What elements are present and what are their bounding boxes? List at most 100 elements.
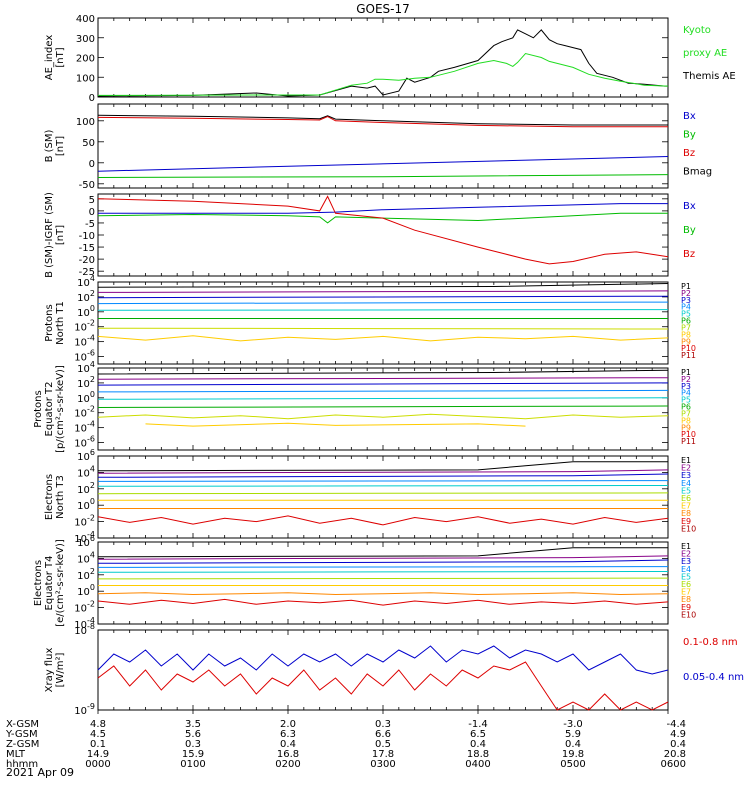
series-line-4 <box>97 116 668 128</box>
series-line-3 <box>97 473 669 478</box>
y-tick-label: 10-2 <box>74 405 95 420</box>
y-axis-label: [nT] <box>55 225 66 245</box>
series-line-5 <box>97 485 669 487</box>
y-axis-label: Electrons <box>33 560 44 606</box>
legend-entry: P4 <box>681 389 691 398</box>
y-tick-label: 102 <box>77 375 95 390</box>
legend-entry: E2 <box>681 550 691 559</box>
legend-entry: proxy AE <box>683 48 727 59</box>
ephemeris-value: 0.4 <box>280 739 296 750</box>
y-axis-label: Xray flux <box>44 648 55 693</box>
panel-frame <box>97 541 669 625</box>
series-line-2 <box>97 212 668 224</box>
ephemeris-row-label: X-GSM <box>6 719 39 730</box>
legend-entry: Bmag <box>683 167 712 178</box>
legend-entry: E1 <box>681 456 691 465</box>
y-tick-label: 10-2 <box>74 319 95 334</box>
series-line-1 <box>97 461 668 472</box>
legend-entry: P5 <box>681 396 691 405</box>
y-tick-label: -10 <box>79 231 95 242</box>
ephemeris-value: 0.3 <box>185 739 201 750</box>
y-tick-label: 100 <box>76 73 95 84</box>
series-line-4 <box>97 480 669 482</box>
legend-entry: 0.05-0.4 nm <box>683 672 744 683</box>
series-line-5 <box>97 571 669 573</box>
ephemeris-value: 0000 <box>85 759 110 770</box>
y-tick-label: 10-4 <box>74 420 95 435</box>
y-tick-label: -5 <box>85 219 95 230</box>
series-line-8 <box>145 422 526 427</box>
y-tick-label: 104 <box>77 550 95 565</box>
legend-entry: P3 <box>681 382 691 391</box>
y-tick-label: 0 <box>89 93 95 104</box>
ephemeris-value: 20.8 <box>664 749 686 760</box>
ephemeris-value: 16.8 <box>277 749 299 760</box>
series-line-1 <box>97 29 668 97</box>
y-tick-label: 100 <box>77 390 95 405</box>
ephemeris-value: 15.9 <box>182 749 204 760</box>
ephemeris-value: 5.6 <box>185 729 201 740</box>
ephemeris-value: 0100 <box>180 759 205 770</box>
series-line-3 <box>97 195 669 265</box>
series-line-6 <box>97 492 669 495</box>
y-tick-label: -15 <box>79 243 95 254</box>
series-line-4 <box>97 566 669 568</box>
legend-entry: 0.1-0.8 nm <box>683 637 738 648</box>
ephemeris-value: 0500 <box>560 759 585 770</box>
legend-entry: P5 <box>681 310 691 319</box>
series-line-2 <box>97 52 669 96</box>
ephemeris-value: 14.9 <box>87 749 109 760</box>
y-axis-label: North T1 <box>55 301 66 345</box>
legend-entry: E6 <box>681 580 691 589</box>
legend-entry: E8 <box>681 509 691 518</box>
y-tick-label: 106 <box>77 448 95 463</box>
legend-entry: P2 <box>681 375 691 384</box>
legend-entry: P3 <box>681 296 691 305</box>
y-tick-label: 102 <box>77 289 95 304</box>
series-line-2 <box>97 174 669 178</box>
y-axis-label: Protons <box>33 390 44 427</box>
series-line-1 <box>97 645 669 675</box>
series-line-1 <box>97 547 668 558</box>
panel-frame <box>97 193 669 277</box>
ephemeris-row-label: Y-GSM <box>5 729 38 740</box>
y-axis-label: Protons <box>44 304 55 341</box>
y-tick-label: -50 <box>79 180 95 191</box>
series-line-1 <box>97 283 669 288</box>
y-tick-label: 0 <box>89 207 95 218</box>
ephemeris-value: 18.8 <box>467 749 489 760</box>
ephemeris-value: 0200 <box>275 759 300 770</box>
y-axis-label: [e/(cm²-s-sr-keV)] <box>55 539 66 627</box>
ephemeris-value: -1.4 <box>468 719 488 730</box>
y-tick-label: 400 <box>76 14 95 25</box>
series-line-5 <box>97 309 669 311</box>
series-line-3 <box>97 382 669 386</box>
series-line-9 <box>97 598 669 606</box>
series-line-7 <box>97 413 669 420</box>
legend-entry: E4 <box>681 479 691 488</box>
ephemeris-value: -3.0 <box>563 719 583 730</box>
y-axis-label: Equator T4 <box>44 556 55 611</box>
y-tick-label: -25 <box>79 267 95 278</box>
panel-frame <box>97 17 669 98</box>
legend-entry: E9 <box>681 603 691 612</box>
legend-entry: P7 <box>681 323 691 332</box>
panel-frame <box>97 629 669 711</box>
y-tick-label: 300 <box>76 34 95 45</box>
y-tick-label: 104 <box>77 464 95 479</box>
series-line-9 <box>97 515 669 526</box>
y-tick-label: 50 <box>82 138 95 149</box>
y-axis-label: AE_index <box>44 35 55 81</box>
legend-entry: E10 <box>681 524 696 533</box>
ephemeris-value: 0600 <box>661 759 686 770</box>
panel-3: 50-5-10-15-20-25 B (SM)-IGRF (SM) [nT] Bx By… <box>44 192 696 278</box>
series-line-2 <box>97 469 669 474</box>
panel-frame <box>97 367 669 451</box>
series-line-4 <box>97 389 669 393</box>
y-tick-label: 10-2 <box>74 600 95 615</box>
ephemeris-row-label: hhmm <box>6 759 38 770</box>
